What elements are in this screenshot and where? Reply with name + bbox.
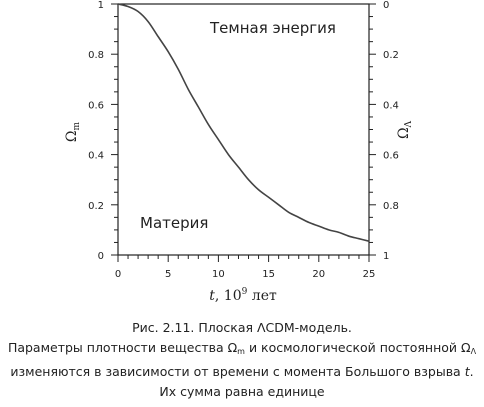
y-right-tick-label: 0.8 <box>383 201 399 212</box>
y-right-tick-label: 1 <box>383 251 389 262</box>
x-tick-label: 10 <box>212 269 225 280</box>
y-left-tick-label: 0 <box>98 251 104 262</box>
caption-text: . <box>469 364 474 379</box>
caption-text: изменяются в зависимости от времени с мо… <box>10 364 465 379</box>
y-right-tick-label: 0.6 <box>383 151 399 162</box>
caption-line-4: Их сумма равна единице <box>159 384 325 399</box>
x-axis-title: t, 109 лет <box>209 287 277 304</box>
caption-subscript: Λ <box>470 347 477 356</box>
figure-caption: Рис. 2.11. Плоская ΛCDM-модель. Параметр… <box>0 318 484 402</box>
tick-marks <box>111 3 376 262</box>
caption-line-2: Параметры плотности вещества Ωm и космол… <box>0 338 484 362</box>
y-axis-left-title: Ωm <box>64 121 82 142</box>
caption-omega-symbol: Ω <box>227 340 238 355</box>
y-left-tick-label: 1 <box>98 0 104 11</box>
omega-m-curve <box>117 3 370 242</box>
y-right-tick-label: 0.4 <box>383 100 399 111</box>
dark-energy-label: Темная энергия <box>209 19 336 37</box>
matter-label: Материя <box>140 214 208 232</box>
y-axis-right-title: ΩΛ <box>396 120 414 139</box>
y-right-tick-label: 0.2 <box>383 50 399 61</box>
x-tick-label: 20 <box>312 269 325 280</box>
x-tick-label: 0 <box>115 269 121 280</box>
y-left-tick-label: 0.6 <box>88 100 104 111</box>
caption-line-1: Рис. 2.11. Плоская ΛCDM-модель. <box>132 320 352 335</box>
caption-time-symbol: t <box>464 364 470 379</box>
y-right-tick-label: 0 <box>383 0 389 11</box>
caption-text: Параметры плотности вещества <box>7 340 228 355</box>
x-tick-label: 25 <box>363 269 376 280</box>
x-tick-label: 5 <box>165 269 171 280</box>
caption-text: и космологической постоянной <box>244 340 461 355</box>
caption-line-3: изменяются в зависимости от времени с мо… <box>0 362 484 382</box>
caption-omega-symbol: Ω <box>461 340 471 355</box>
y-left-tick-label: 0.2 <box>88 201 104 212</box>
x-tick-label: 15 <box>262 269 275 280</box>
caption-subscript: m <box>237 347 245 356</box>
y-left-tick-label: 0.8 <box>88 50 104 61</box>
y-left-tick-label: 0.4 <box>88 151 104 162</box>
